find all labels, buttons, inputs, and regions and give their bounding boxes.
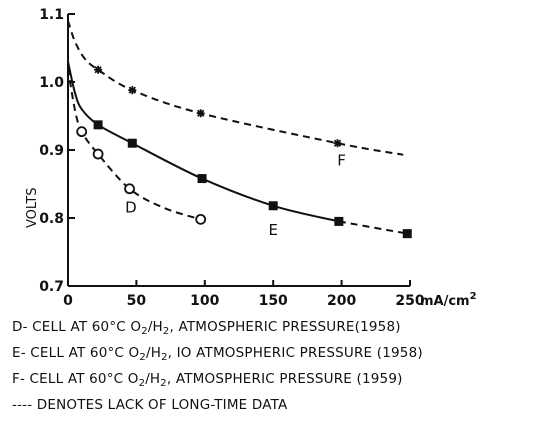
x-tick-label: 0 (63, 293, 73, 309)
x-tick-label: 250 (395, 293, 424, 309)
series-f-point (128, 86, 137, 95)
y-tick-label: 1.0 (39, 75, 64, 91)
x-tick-label: 50 (127, 293, 147, 309)
series-layer: D E F (67, 20, 412, 239)
x-tick-label: 200 (327, 293, 356, 309)
series-e-point (93, 120, 103, 130)
legend-captions: D- CELL AT 60°C O2/H2, ATMOSPHERIC PRESS… (12, 314, 532, 418)
series-d-line-dashed (67, 68, 202, 221)
fuel-cell-performance-chart: 0.7 0.8 0.9 1.0 1.1 0 50 100 150 200 250 D E F VOLTS… (25, 7, 477, 309)
series-d-point (76, 126, 88, 138)
axes: 0.7 0.8 0.9 1.0 1.1 0 50 100 150 200 250 (39, 7, 425, 309)
x-unit-text: mA/cm (420, 294, 470, 309)
series-e-label: E (268, 221, 277, 239)
series-d-label: D (125, 199, 137, 217)
series-f-point (333, 139, 342, 148)
x-tick-label: 150 (259, 293, 288, 309)
series-e-point (268, 201, 278, 211)
caption-d: D- CELL AT 60°C O2/H2, ATMOSPHERIC PRESS… (12, 319, 401, 337)
x-unit-superscript: 2 (470, 291, 477, 302)
caption-dashed-note: ---- DENOTES LACK OF LONG-TIME DATA (12, 397, 288, 413)
series-f-label: F (337, 152, 346, 170)
y-tick-label: 0.9 (39, 143, 64, 159)
caption-f: F- CELL AT 60°C O2/H2, ATMOSPHERIC PRESS… (12, 371, 403, 389)
x-axis-unit-label: mA/cm2 (420, 291, 477, 309)
series-e-point (334, 216, 344, 226)
x-tick-label: 100 (190, 293, 219, 309)
y-axis-label: VOLTS (25, 187, 40, 228)
y-tick-label: 1.1 (39, 7, 64, 23)
series-e-line-dashed (338, 220, 408, 235)
y-tick-label: 0.7 (39, 279, 64, 295)
series-d-point (195, 213, 207, 225)
y-tick-label: 0.8 (39, 211, 64, 227)
series-e-point (127, 138, 137, 148)
series-d-point (124, 183, 135, 195)
series-e-line-solid (67, 61, 340, 223)
series-e-point (197, 174, 207, 184)
series-e-point (402, 229, 412, 239)
series-f-point (94, 65, 103, 74)
series-d-point (92, 148, 104, 160)
series-f-line-dashed (67, 20, 404, 156)
series-f-point (196, 109, 205, 118)
caption-e: E- CELL AT 60°C O2/H2, IO ATMOSPHERIC PR… (12, 345, 423, 363)
